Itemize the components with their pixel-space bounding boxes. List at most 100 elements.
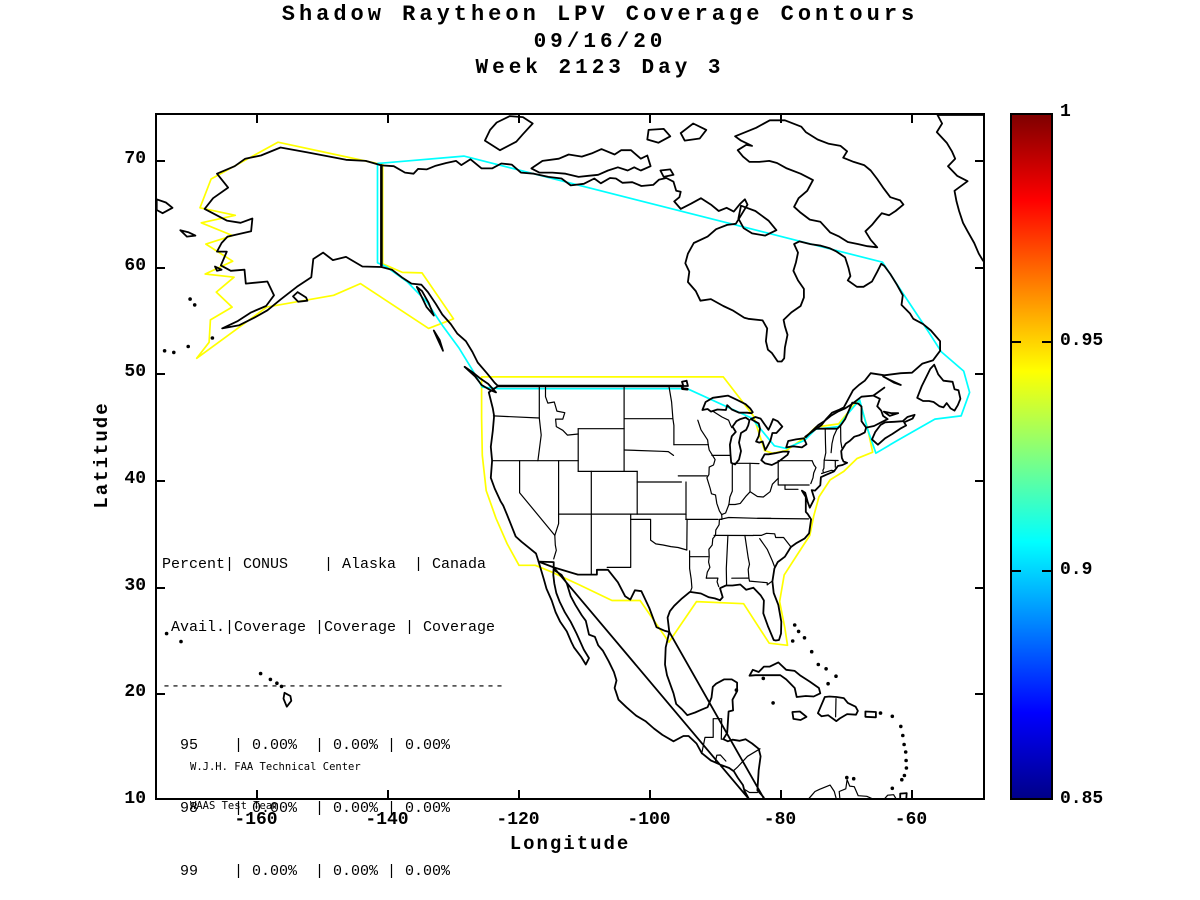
colorbar-tick-label: 0.85 [1060, 789, 1104, 809]
island-dot [900, 777, 904, 782]
x-tick-label: -160 [234, 810, 278, 830]
colorbar-tick-label: 0.9 [1060, 560, 1093, 580]
axis-tick [157, 373, 165, 376]
map-path [179, 229, 197, 238]
map-path [214, 265, 223, 272]
map-path [480, 376, 874, 647]
coverage-table-header2: Avail.|Coverage |Coverage | Coverage [162, 619, 496, 636]
axis-tick [255, 790, 258, 798]
map-path [530, 148, 652, 178]
map-path [496, 384, 689, 391]
colorbar-tick [1042, 570, 1051, 572]
map-path [760, 450, 790, 466]
map-path [606, 513, 632, 568]
coverage-table: Percent| CONUS | Alaska | Canada Avail.|… [162, 512, 504, 900]
x-tick-label: -100 [627, 810, 671, 830]
map-path [731, 577, 773, 586]
coastline-group [203, 146, 941, 642]
island-dot [890, 786, 895, 791]
island-dot [164, 631, 169, 636]
map-path [935, 115, 983, 263]
map-path [646, 127, 672, 144]
map-path [701, 394, 754, 415]
map-path [804, 386, 886, 439]
y-tick-label: 40 [124, 469, 146, 489]
colorbar-tick [1042, 341, 1051, 343]
map-path [791, 710, 808, 721]
map-path [748, 661, 822, 698]
table-row: 95 | 0.00% | 0.00% | 0.00% [162, 737, 451, 754]
map-path [666, 426, 867, 642]
map-path [749, 416, 784, 451]
map-path [668, 385, 675, 446]
chart-title: Shadow Raytheon LPV Coverage Contours [281, 2, 919, 27]
island-dot [851, 776, 856, 781]
island-dot [796, 629, 801, 634]
axis-tick [648, 115, 651, 123]
axis-tick [910, 790, 913, 798]
map-path [679, 122, 708, 142]
map-path [376, 155, 971, 455]
y-tick-label: 10 [124, 789, 146, 809]
map-path [519, 460, 557, 560]
table-row: 99 | 0.00% | 0.00% | 0.00% [162, 863, 451, 880]
map-path [721, 477, 779, 516]
axis-tick [517, 115, 520, 123]
map-path [916, 363, 962, 412]
map-path [743, 788, 759, 794]
axis-tick [975, 373, 983, 376]
map-path [882, 410, 900, 417]
map-path [623, 449, 675, 456]
map-path [871, 413, 916, 446]
map-path [463, 365, 497, 394]
map-path [712, 411, 733, 429]
coverage-table-separator: -------------------------------------- [162, 678, 505, 695]
colorbar-tick-label: 1 [1060, 102, 1071, 122]
table-row: 98 | 0.00% | 0.00% | 0.00% [162, 800, 451, 817]
island-dot [188, 297, 192, 301]
map-path [756, 517, 810, 520]
x-tick-label: -60 [894, 810, 928, 830]
map-path [697, 419, 709, 446]
state-borders-group [491, 385, 897, 798]
map-path [544, 385, 579, 436]
axis-tick [517, 790, 520, 798]
map-path [630, 518, 688, 551]
axis-tick [975, 693, 983, 696]
island-dot [192, 303, 197, 307]
island-dot [771, 701, 775, 705]
y-tick-label: 30 [124, 576, 146, 596]
y-tick-label: 60 [124, 256, 146, 276]
map-path [714, 754, 727, 762]
island-dot [275, 681, 279, 685]
chart-date-subtitle: 09/16/20 [533, 31, 667, 54]
credit-line: WAAS Test Team [190, 800, 279, 812]
island-dot [734, 688, 739, 692]
colorbar [1010, 113, 1053, 800]
y-tick-label: 20 [124, 682, 146, 702]
y-axis-title: Latitude [91, 401, 113, 509]
island-dot [279, 684, 284, 689]
map-path [415, 285, 435, 317]
colorbar-tick [1012, 341, 1021, 343]
islands-lakes-group [157, 115, 983, 798]
map-path [899, 792, 908, 798]
map-path [432, 329, 444, 352]
map-path [537, 560, 671, 633]
axis-tick [910, 115, 913, 123]
map-path [701, 718, 724, 755]
island-dot [902, 773, 907, 778]
axis-tick [975, 480, 983, 482]
map-path [203, 146, 383, 330]
island-dot [258, 671, 263, 676]
map-path [705, 577, 720, 588]
map-path [554, 460, 560, 536]
island-dot [210, 336, 215, 340]
island-dot [802, 636, 807, 640]
credit-line: W.J.H. FAA Technical Center [190, 761, 361, 773]
map-path [492, 415, 540, 419]
island-dot [162, 349, 167, 353]
map-path [380, 158, 941, 438]
map-path [552, 566, 750, 798]
